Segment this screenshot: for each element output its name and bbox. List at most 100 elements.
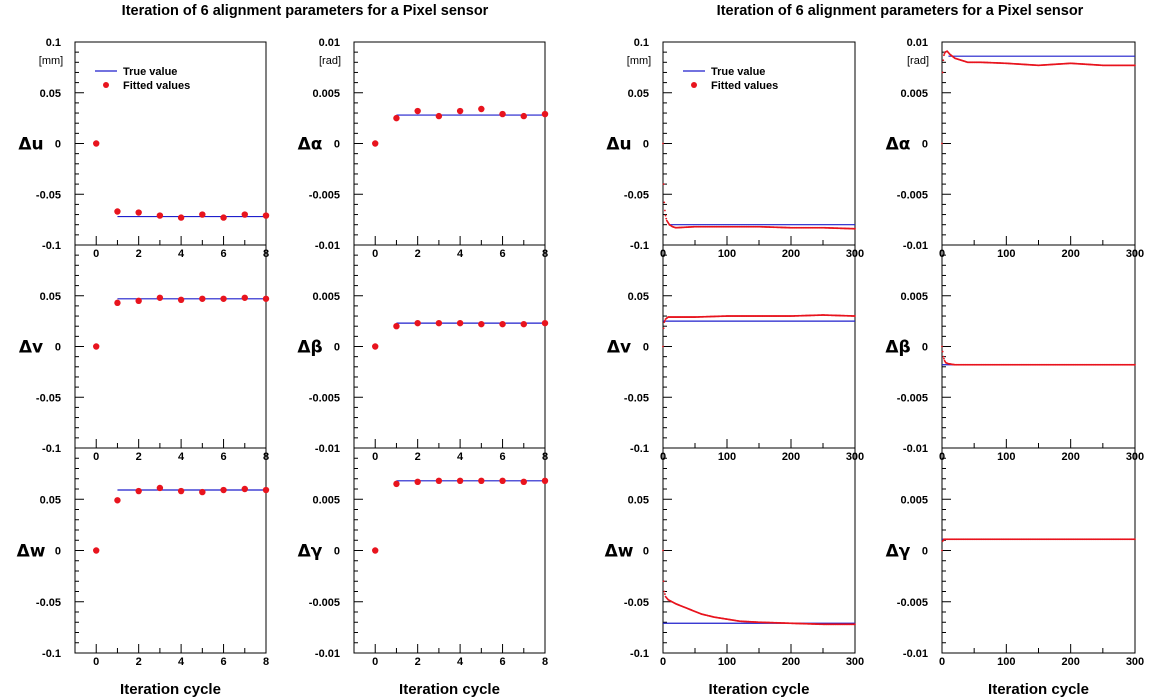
x-tick-label: 8 [263, 656, 269, 668]
y-tick-label: -0.1 [630, 240, 649, 252]
panel-frame [74, 244, 267, 449]
x-tick-label: 4 [178, 248, 185, 260]
x-tick-label: 2 [415, 656, 421, 668]
fitted-point [663, 590, 666, 593]
y-tick-label: -0.005 [309, 597, 340, 609]
legend-fitted-marker [691, 82, 697, 88]
fitted-point [662, 327, 665, 330]
y-axis-label: Δγ [886, 542, 911, 562]
x-tick-label: 6 [220, 451, 226, 463]
fitted-point [456, 477, 464, 484]
panel-frame [941, 447, 1136, 654]
x-tick-label: 100 [718, 451, 736, 463]
y-tick-label: 0.05 [628, 291, 649, 303]
y-tick-label: -0.005 [309, 392, 340, 404]
fitted-point [942, 59, 945, 62]
y-axis-label: Δv [19, 338, 43, 358]
x-tick-label: 8 [542, 248, 548, 260]
x-tick-label: 0 [660, 656, 666, 668]
y-tick-label: -0.005 [897, 189, 928, 201]
fitted-point [664, 214, 667, 217]
fitted-point [941, 142, 943, 145]
fitted-point [414, 478, 421, 486]
x-tick-label: 2 [136, 656, 142, 668]
chart-title: Iteration of 6 alignment parameters for … [717, 3, 1084, 19]
y-axis-label: Δw [605, 542, 634, 562]
y-tick-label: 0.1 [46, 37, 61, 49]
y-tick-label: 0.005 [312, 291, 340, 303]
y-axis-label: Δβ [297, 338, 322, 358]
fitted-point [854, 623, 856, 626]
y-tick-label: -0.05 [36, 597, 61, 609]
x-tick-label: 300 [846, 451, 864, 463]
y-tick-label: 0.005 [900, 494, 928, 506]
fitted-point [393, 114, 400, 122]
fitted-point [93, 343, 100, 350]
x-tick-label: 300 [846, 248, 864, 260]
x-tick-label: 0 [660, 451, 666, 463]
fitted-point [854, 227, 856, 230]
fitted-point [665, 217, 668, 220]
panel-frame [74, 447, 267, 654]
fitted-point [662, 345, 664, 348]
x-tick-label: 8 [542, 451, 548, 463]
fitted-point [93, 547, 100, 554]
fitted-point [241, 211, 248, 218]
y-tick-label: 0 [922, 546, 928, 558]
y-axis-label: Δv [607, 338, 631, 358]
y-tick-label: 0 [334, 546, 340, 558]
y-tick-label: 0.005 [900, 88, 928, 100]
fitted-point [220, 486, 227, 494]
fitted-point [941, 549, 943, 552]
y-tick-label: 0.005 [312, 88, 340, 100]
fitted-point [414, 319, 421, 327]
y-tick-label: -0.05 [624, 392, 649, 404]
y-tick-label: -0.05 [624, 597, 649, 609]
fitted-point [941, 345, 943, 348]
y-tick-label: 0 [334, 139, 340, 151]
fitted-point [372, 547, 379, 554]
fitted-point [520, 112, 527, 120]
x-tick-label: 300 [846, 656, 864, 668]
fitted-point [456, 319, 464, 327]
x-tick-label: 8 [263, 451, 269, 463]
legend-fitted-label: Fitted values [123, 80, 190, 92]
fitted-point [541, 319, 549, 327]
y-axis-label: Δu [606, 135, 631, 155]
fitted-point [414, 107, 421, 115]
y-tick-label: 0 [334, 342, 340, 354]
y-tick-label: -0.01 [315, 240, 340, 252]
fitted-point [435, 319, 443, 327]
panel-frame [353, 447, 546, 654]
panel-frame [662, 244, 856, 449]
panel-frame [353, 244, 546, 449]
fitted-point [220, 214, 227, 221]
fitted-point [664, 209, 666, 212]
fitted-point [199, 211, 206, 218]
fitted-point [456, 107, 464, 115]
text-labels: Iteration of 6 alignment parameters for … [17, 3, 1145, 698]
fitted-point [114, 299, 121, 307]
x-tick-label: 300 [1126, 656, 1144, 668]
fitted-point [393, 480, 400, 488]
y-unit-label: [mm] [627, 55, 651, 67]
fitted-point [262, 295, 270, 302]
y-tick-label: 0 [643, 546, 649, 558]
x-tick-label: 0 [660, 248, 666, 260]
y-tick-label: 0 [55, 546, 61, 558]
x-tick-label: 4 [457, 656, 464, 668]
fitted-point [541, 110, 549, 118]
x-tick-label: 2 [415, 248, 421, 260]
x-tick-label: 300 [1126, 451, 1144, 463]
x-tick-label: 2 [136, 248, 142, 260]
x-tick-label: 4 [178, 451, 185, 463]
y-tick-label: -0.05 [36, 189, 61, 201]
fitted-point [499, 320, 506, 328]
x-tick-label: 300 [1126, 248, 1144, 260]
fitted-point [262, 212, 270, 219]
fitted-point [941, 71, 944, 74]
x-tick-label: 200 [782, 248, 800, 260]
y-tick-label: 0.005 [312, 494, 340, 506]
x-tick-label: 0 [939, 451, 945, 463]
fitted-point [220, 295, 227, 302]
